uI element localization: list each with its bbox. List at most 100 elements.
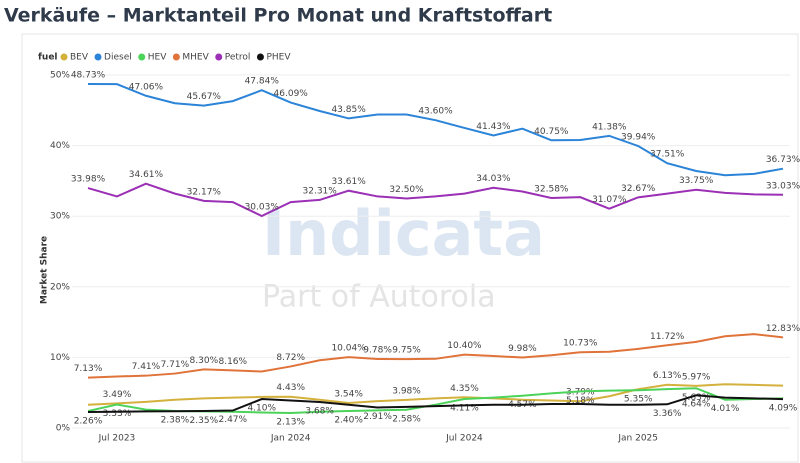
data-label: 41.38% [592, 122, 627, 132]
legend-swatch [138, 53, 146, 61]
data-label: 41.43% [476, 122, 511, 132]
data-label: 4.35% [450, 384, 479, 394]
data-label: 4.09% [769, 404, 798, 414]
series-line [87, 394, 784, 414]
data-label: 32.31% [303, 186, 338, 196]
data-label: 3.79% [566, 388, 595, 398]
data-label: 2.40% [334, 416, 363, 426]
data-label: 7.13% [74, 364, 103, 374]
legend-label: Petrol [225, 53, 251, 63]
data-label: 31.07% [592, 195, 627, 205]
chart-title: Verkäufe – Marktanteil Pro Monat und Kra… [4, 5, 552, 27]
series-line [87, 333, 784, 379]
legend-swatch [94, 53, 102, 61]
data-label: 34.61% [129, 170, 164, 180]
data-label: 10.40% [447, 341, 482, 351]
data-label: 43.85% [331, 105, 366, 115]
data-label: 37.51% [650, 150, 685, 160]
data-label: 47.06% [129, 82, 164, 92]
watermark-sub: Part of Autorola [262, 280, 496, 315]
data-label: 10.73% [563, 339, 598, 349]
y-axis-label: Market Share [40, 236, 50, 304]
data-label: 8.72% [276, 353, 305, 363]
series-line [87, 383, 784, 406]
data-label: 5.35% [624, 395, 653, 405]
data-label: 10.04% [331, 344, 366, 354]
data-label: 9.98% [508, 344, 537, 354]
data-label: 7.71% [161, 360, 190, 370]
data-label: 4.11% [450, 403, 479, 413]
data-label: 33.75% [679, 176, 714, 186]
data-label: 4.01% [711, 404, 740, 414]
data-label: 3.98% [392, 386, 421, 396]
legend-label: Diesel [104, 53, 132, 63]
data-label: 2.13% [276, 417, 305, 427]
legend-label: BEV [70, 53, 89, 63]
data-label: 6.13% [653, 371, 682, 381]
legend-label: MHEV [182, 53, 209, 63]
data-label: 7.41% [132, 362, 161, 372]
data-label: 12.83% [766, 324, 800, 334]
data-label: 32.17% [187, 187, 222, 197]
data-label: 33.61% [331, 177, 366, 187]
legend-swatch [60, 53, 68, 61]
data-label: 3.68% [305, 407, 334, 417]
x-tick-label: Jan 2024 [270, 434, 311, 444]
data-label: 40.75% [534, 127, 569, 137]
data-label: 9.75% [392, 346, 421, 356]
data-label: 8.30% [190, 356, 219, 366]
data-label: 32.50% [389, 185, 424, 195]
x-tick-label: Jul 2024 [445, 434, 483, 444]
watermark: Indicata [262, 197, 545, 270]
data-label: 11.72% [650, 332, 685, 342]
data-label: 33.98% [71, 175, 106, 185]
data-label: 45.67% [187, 92, 222, 102]
data-label: 43.60% [418, 107, 453, 117]
data-label: 5.18% [566, 396, 595, 406]
series-line [87, 82, 784, 177]
data-label: 32.67% [621, 184, 656, 194]
data-label: 5.97% [682, 372, 711, 382]
data-label: 47.84% [245, 77, 280, 87]
x-tick-label: Jan 2025 [617, 434, 658, 444]
data-label: 2.26% [74, 417, 103, 427]
data-label: 39.94% [621, 133, 656, 143]
y-tick-label: 20% [50, 282, 70, 292]
legend-label: HEV [148, 53, 167, 63]
data-label: 4.10% [247, 404, 276, 414]
series-line [87, 182, 784, 218]
legend-title: fuel [38, 53, 58, 63]
data-label: 2.91% [363, 412, 392, 422]
x-tick-label: Jul 2023 [98, 434, 136, 444]
y-tick-label: 30% [50, 212, 70, 222]
data-label: 9.78% [363, 345, 392, 355]
y-tick-label: 10% [50, 353, 70, 363]
data-label: 2.47% [218, 415, 247, 425]
y-tick-label: 40% [50, 141, 70, 151]
data-label: 30.03% [245, 202, 280, 212]
panel [21, 33, 799, 463]
data-label: 2.35% [190, 416, 219, 426]
data-label: 2.38% [161, 416, 190, 426]
legend-label: PHEV [266, 53, 291, 63]
y-tick-label: 0% [56, 424, 71, 434]
data-label: 3.36% [653, 409, 682, 419]
data-label: 3.49% [103, 390, 132, 400]
data-label: 46.09% [274, 89, 309, 99]
y-tick-label: 50% [50, 71, 70, 81]
data-label: 34.03% [476, 174, 511, 184]
legend-swatch [172, 53, 180, 61]
data-label: 36.73% [766, 155, 800, 165]
data-label: 2.58% [392, 414, 421, 424]
data-label: 4.43% [276, 383, 305, 393]
data-label: 5.63% [682, 393, 711, 403]
data-label: 8.16% [218, 357, 247, 367]
data-label: 48.73% [71, 70, 106, 80]
legend-swatch [215, 53, 223, 61]
data-label: 3.54% [334, 390, 363, 400]
legend-swatch [256, 53, 264, 61]
data-label: 33.03% [766, 181, 800, 191]
data-label: 32.58% [534, 184, 569, 194]
data-label: 3.33% [103, 409, 132, 419]
